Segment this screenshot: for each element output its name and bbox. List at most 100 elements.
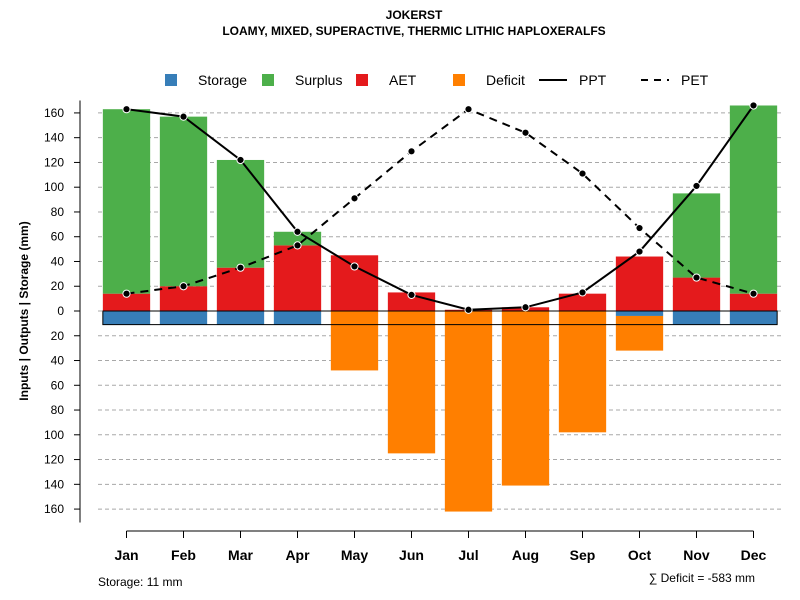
pet-line-point — [236, 263, 245, 272]
storage-bar — [672, 311, 721, 325]
legend-swatch-surplus — [262, 74, 274, 86]
deficit-bar — [558, 311, 607, 433]
x-tick-label-apr: Apr — [285, 547, 310, 563]
storage-note: Storage: 11 mm — [98, 575, 182, 589]
y-tick-label: 20 — [51, 279, 65, 293]
y-tick-label: 100 — [44, 180, 64, 194]
x-tick-label-jan: Jan — [114, 547, 138, 563]
chart-subtitle: LOAMY, MIXED, SUPERACTIVE, THERMIC LITHI… — [222, 24, 605, 38]
storage-bar — [216, 311, 265, 325]
storage-bar — [729, 311, 778, 325]
y-tick-label: 120 — [44, 155, 64, 169]
x-tick-label-may: May — [341, 547, 368, 563]
ppt-line-point — [464, 305, 473, 314]
pet-line-point — [464, 105, 473, 114]
legend-label-deficit: Deficit — [486, 72, 525, 88]
y-tick-label: 140 — [44, 477, 64, 491]
legend-label-ppt: PPT — [579, 72, 607, 88]
ppt-line-point — [407, 290, 416, 300]
surplus-bar — [159, 116, 208, 287]
legend-swatch-storage — [165, 74, 177, 86]
pet-line-point — [122, 289, 131, 298]
aet-bar — [672, 277, 721, 311]
aet-bar — [273, 245, 322, 311]
pet-line-point — [293, 241, 302, 250]
legend-label-storage: Storage — [198, 72, 247, 88]
aet-bar — [558, 293, 607, 311]
aet-bar — [102, 293, 151, 311]
pet-line-point — [350, 194, 359, 203]
legend-label-aet: AET — [389, 72, 417, 88]
grid-lines — [98, 112, 782, 510]
legend: Storage Surplus AET Deficit PPT PET — [165, 72, 709, 88]
aet-bar — [159, 286, 208, 311]
y-tick-label: 160 — [44, 502, 64, 516]
y-tick-label: 140 — [44, 131, 64, 145]
pet-line-point — [179, 282, 188, 291]
deficit-bar — [501, 311, 550, 486]
y-tick-label: 120 — [44, 453, 64, 467]
chart-title: JOKERST — [386, 8, 443, 22]
ppt-line-point — [236, 155, 245, 165]
y-tick-label: 100 — [44, 428, 64, 442]
storage-bar — [159, 311, 208, 325]
ppt-line-point — [749, 101, 758, 110]
deficit-note: ∑ Deficit = -583 mm — [649, 571, 755, 585]
x-tick-label-oct: Oct — [628, 547, 652, 563]
ppt-line-point — [692, 181, 701, 191]
x-axis: Jan Feb Mar Apr May Jun Jul Aug Sep Oct Nov Dec — [114, 530, 767, 563]
y-tick-label: 80 — [51, 403, 65, 417]
x-tick-label-mar: Mar — [228, 547, 253, 563]
y-axis: 160 140 120 100 80 60 40 20 0 20 40 60 80 100 120 140 16… — [44, 100, 81, 523]
ppt-line-point — [179, 112, 188, 121]
surplus-bar — [216, 159, 265, 268]
aet-bar — [216, 267, 265, 311]
ppt-line-point — [521, 303, 530, 312]
ppt-line — [126, 104, 755, 311]
storage-bar — [273, 311, 322, 325]
pet-line-point — [578, 169, 587, 178]
y-tick-label: 60 — [51, 230, 65, 244]
x-tick-label-aug: Aug — [512, 547, 539, 563]
y-tick-label: 40 — [51, 354, 65, 368]
pet-line-point — [407, 147, 416, 156]
legend-label-pet: PET — [681, 72, 709, 88]
ppt-line-point — [293, 227, 302, 236]
deficit-bar — [330, 311, 379, 371]
deficit-bar — [387, 311, 436, 454]
y-tick-label: 80 — [51, 205, 65, 219]
y-axis-label: Inputs | Outputs | Storage (mm) — [17, 221, 31, 400]
y-tick-label: 160 — [44, 106, 64, 120]
x-tick-label-nov: Nov — [683, 547, 710, 563]
surplus-bar — [102, 109, 151, 294]
bars — [102, 105, 778, 512]
surplus-bar — [273, 231, 322, 246]
storage-bar — [615, 311, 664, 316]
aet-bar — [729, 293, 778, 311]
deficit-bar — [615, 315, 664, 351]
x-tick-label-jul: Jul — [458, 547, 478, 563]
x-tick-label-feb: Feb — [171, 547, 196, 563]
storage-bar — [102, 311, 151, 325]
series-lines — [122, 101, 758, 314]
y-tick-label: 20 — [51, 329, 65, 343]
storage-capacity-outline — [102, 310, 778, 326]
ppt-line-point — [635, 247, 644, 256]
ppt-line-point — [578, 288, 587, 297]
legend-swatch-aet — [356, 74, 368, 86]
pet-line — [126, 108, 754, 295]
x-tick-label-dec: Dec — [741, 547, 767, 563]
legend-swatch-deficit — [453, 74, 465, 86]
pet-line-point — [692, 273, 701, 282]
y-tick-label: 60 — [51, 378, 65, 392]
y-tick-label: 0 — [57, 304, 64, 318]
surplus-bar — [729, 105, 778, 294]
deficit-bar — [444, 311, 493, 512]
aet-bar — [615, 256, 664, 311]
pet-line-point — [635, 223, 644, 233]
x-tick-label-sep: Sep — [570, 547, 596, 563]
pet-line-point — [749, 289, 758, 298]
legend-label-surplus: Surplus — [295, 72, 342, 88]
x-tick-label-jun: Jun — [399, 547, 424, 563]
